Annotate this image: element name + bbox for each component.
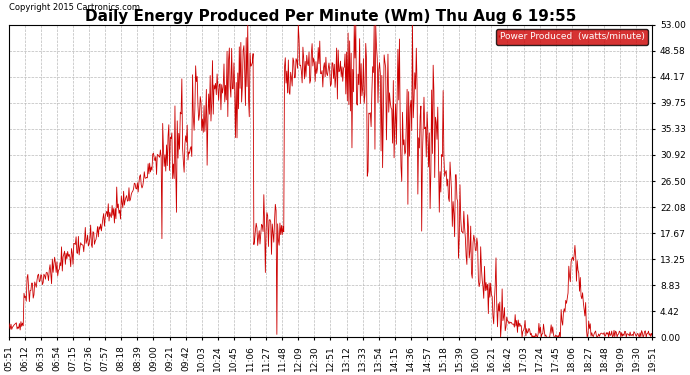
- Legend: Power Produced  (watts/minute): Power Produced (watts/minute): [495, 29, 648, 45]
- Title: Daily Energy Produced Per Minute (Wm) Thu Aug 6 19:55: Daily Energy Produced Per Minute (Wm) Th…: [85, 9, 576, 24]
- Text: Copyright 2015 Cartronics.com: Copyright 2015 Cartronics.com: [9, 3, 139, 12]
